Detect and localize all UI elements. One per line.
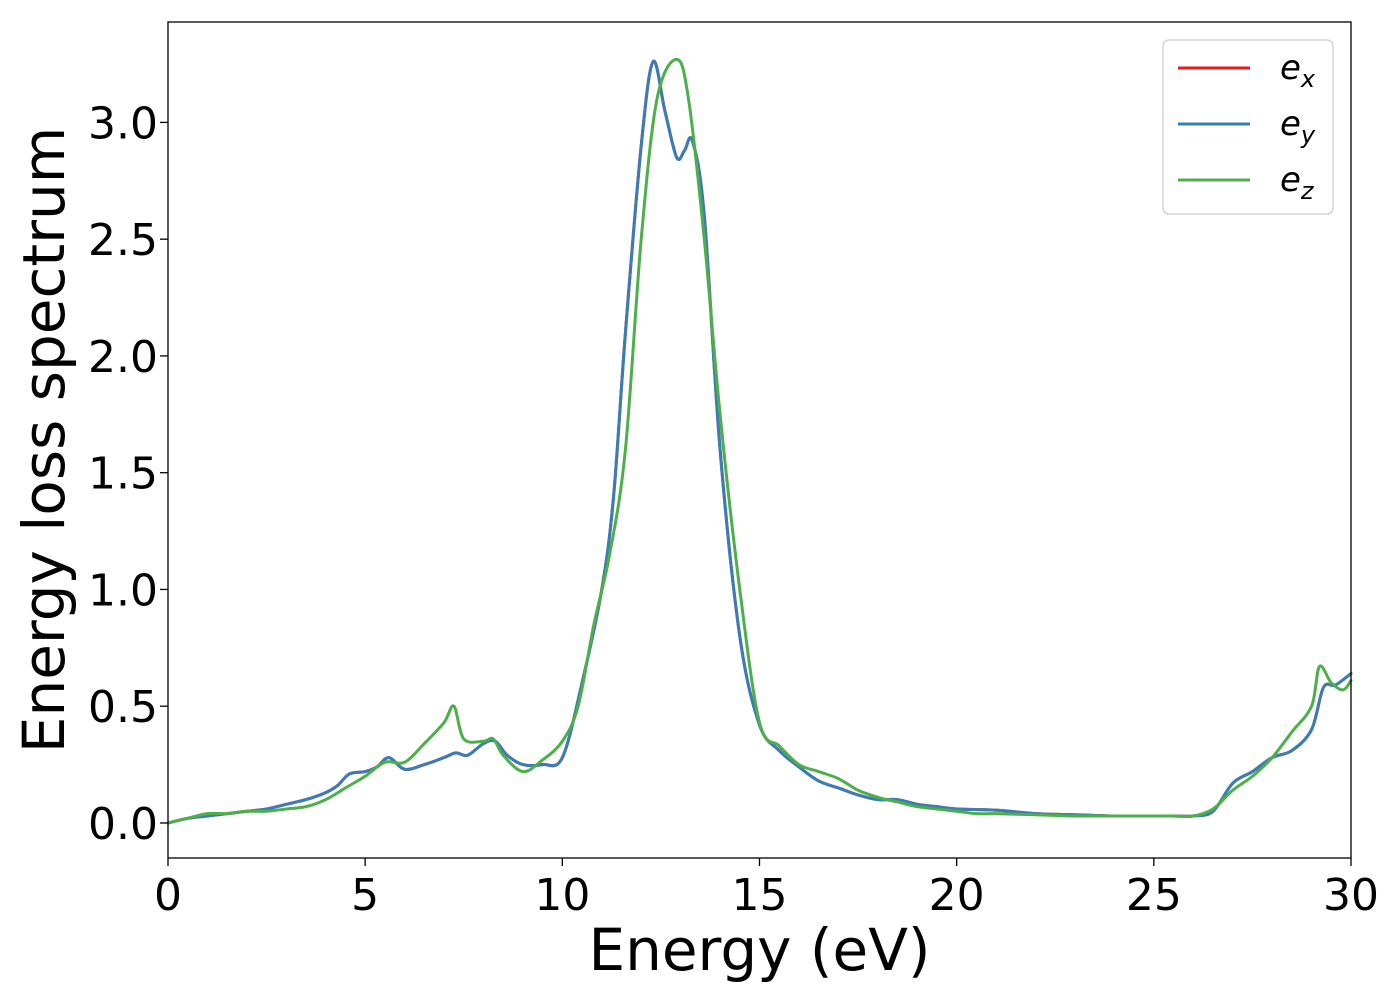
y-axis-ticks: 0.0 0.5 1.0 1.5 2.0 2.5 3.0 [88,98,168,850]
y-tick-label: 2.5 [88,215,158,266]
x-tick-label: 20 [929,870,985,921]
series-layer [166,57,1353,825]
x-axis-ticks: 0 5 10 15 20 25 30 [154,858,1379,921]
y-tick-label: 0.0 [88,799,158,850]
x-axis-title: Energy (eV) [588,916,930,984]
legend-box [1162,39,1334,215]
y-tick-label: 2.0 [88,332,158,383]
legend-label-z: ez [1280,160,1315,205]
series-line-z [166,57,1353,825]
y-tick-label: 1.0 [88,565,158,616]
x-tick-label: 5 [351,870,379,921]
x-tick-label: 30 [1323,870,1379,921]
x-tick-label: 0 [154,870,182,921]
y-tick-label: 0.5 [88,682,158,733]
x-tick-label: 15 [732,870,788,921]
legend: ex ey ez [1162,39,1334,215]
y-tick-label: 1.5 [88,449,158,500]
y-tick-label: 3.0 [88,98,158,149]
y-axis-title: Energy loss spectrum [10,127,78,753]
x-tick-label: 10 [534,870,590,921]
legend-label-x: ex [1280,48,1316,93]
legend-label-y: ey [1280,104,1316,149]
x-tick-label: 25 [1126,870,1182,921]
